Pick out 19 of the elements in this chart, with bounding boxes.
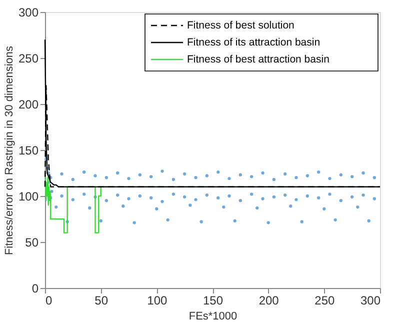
y-tick-label: 150 <box>18 144 39 158</box>
y-tick-label: 200 <box>18 98 39 112</box>
x-tick-label: 250 <box>314 294 335 308</box>
y-tick-label: 300 <box>18 6 39 20</box>
x-tick-label: 150 <box>202 294 224 308</box>
x-tick-label: 200 <box>258 294 280 308</box>
x-tick-label: 300 <box>360 294 381 308</box>
y-tick-label: 0 <box>32 282 39 296</box>
y-axis-title: Fitness/error on Rastrigin in 30 dimensions <box>3 45 16 256</box>
x-axis-title: FEs*1000 <box>188 310 238 322</box>
x-tick-label: 0 <box>46 294 52 308</box>
legend-label: Fitness of best solution <box>187 20 295 32</box>
y-tick-label: 50 <box>25 236 39 250</box>
legend-label: Fitness of best attraction basin <box>187 54 330 66</box>
y-tick-label: 250 <box>18 52 39 66</box>
x-tick-label: 100 <box>147 294 168 308</box>
x-tick-label: 50 <box>94 294 108 308</box>
y-tick-label: 100 <box>18 190 39 204</box>
legend-label: Fitness of its attraction basin <box>187 36 320 48</box>
